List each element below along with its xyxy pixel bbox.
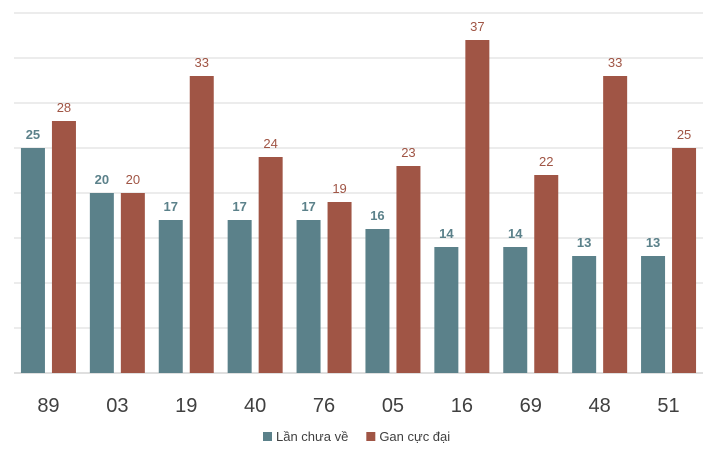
value-label-lan-chua-ve-03: 20	[95, 172, 109, 187]
value-label-gan-cuc-dai-16: 37	[470, 19, 484, 34]
value-label-lan-chua-ve-48: 13	[577, 235, 591, 250]
category-label-48: 48	[589, 395, 611, 417]
bar-lan-chua-ve-19	[158, 220, 183, 373]
legend-label-lan-chua-ve: Lần chưa về	[276, 429, 348, 444]
category-label-05: 05	[382, 395, 404, 417]
bar-lan-chua-ve-69	[503, 247, 528, 373]
category-label-89: 89	[37, 395, 59, 417]
value-label-gan-cuc-dai-51: 25	[677, 127, 691, 142]
bar-gan-cuc-dai-40	[258, 157, 283, 373]
bar-gan-cuc-dai-51	[672, 148, 697, 373]
legend-swatch-lan-chua-ve	[263, 432, 272, 441]
category-label-76: 76	[313, 395, 335, 417]
bar-gan-cuc-dai-19	[189, 76, 214, 373]
value-label-gan-cuc-dai-19: 33	[195, 55, 209, 70]
category-label-69: 69	[520, 395, 542, 417]
bar-lan-chua-ve-89	[20, 148, 45, 373]
value-label-gan-cuc-dai-48: 33	[608, 55, 622, 70]
value-label-lan-chua-ve-89: 25	[26, 127, 40, 142]
value-label-lan-chua-ve-69: 14	[508, 226, 523, 241]
category-label-51: 51	[657, 395, 679, 417]
value-label-lan-chua-ve-05: 16	[370, 208, 384, 223]
value-label-lan-chua-ve-51: 13	[646, 235, 660, 250]
value-label-gan-cuc-dai-03: 20	[126, 172, 140, 187]
legend-swatch-gan-cuc-dai	[366, 432, 376, 441]
value-label-lan-chua-ve-76: 17	[301, 199, 315, 214]
bar-lan-chua-ve-16	[434, 247, 459, 373]
bar-gan-cuc-dai-76	[327, 202, 352, 373]
bar-gan-cuc-dai-05	[396, 166, 421, 373]
bar-lan-chua-ve-51	[641, 256, 666, 373]
bars	[20, 40, 697, 373]
bar-lan-chua-ve-76	[296, 220, 321, 373]
bar-gan-cuc-dai-03	[120, 193, 145, 373]
value-label-lan-chua-ve-40: 17	[232, 199, 246, 214]
value-label-gan-cuc-dai-05: 23	[401, 145, 415, 160]
legend: Lần chưa về Gan cực đại	[263, 429, 450, 444]
value-label-gan-cuc-dai-76: 19	[332, 181, 346, 196]
bar-gan-cuc-dai-16	[465, 40, 490, 373]
value-labels: 25 28 20 20 17 33 17 24 17 19 16 23 14 37 14 22 13 33 13 25	[26, 19, 692, 250]
category-label-40: 40	[244, 395, 266, 417]
value-label-lan-chua-ve-16: 14	[439, 226, 454, 241]
x-axis: 89 03 19 40 76 05 16 69 48 51	[37, 395, 679, 417]
bar-lan-chua-ve-03	[89, 193, 114, 373]
bar-lan-chua-ve-05	[365, 229, 390, 373]
value-label-lan-chua-ve-19: 17	[164, 199, 178, 214]
gridlines	[14, 12, 703, 374]
bar-gan-cuc-dai-89	[51, 121, 76, 373]
bar-lan-chua-ve-40	[227, 220, 252, 373]
category-label-19: 19	[175, 395, 197, 417]
bar-gan-cuc-dai-48	[603, 76, 628, 373]
bar-lan-chua-ve-48	[572, 256, 597, 373]
value-label-gan-cuc-dai-40: 24	[263, 136, 277, 151]
legend-label-gan-cuc-dai: Gan cực đại	[379, 429, 450, 444]
category-label-16: 16	[451, 395, 473, 417]
category-label-03: 03	[106, 395, 128, 417]
bar-gan-cuc-dai-69	[534, 175, 559, 373]
value-label-gan-cuc-dai-69: 22	[539, 154, 553, 169]
value-label-gan-cuc-dai-89: 28	[57, 100, 71, 115]
